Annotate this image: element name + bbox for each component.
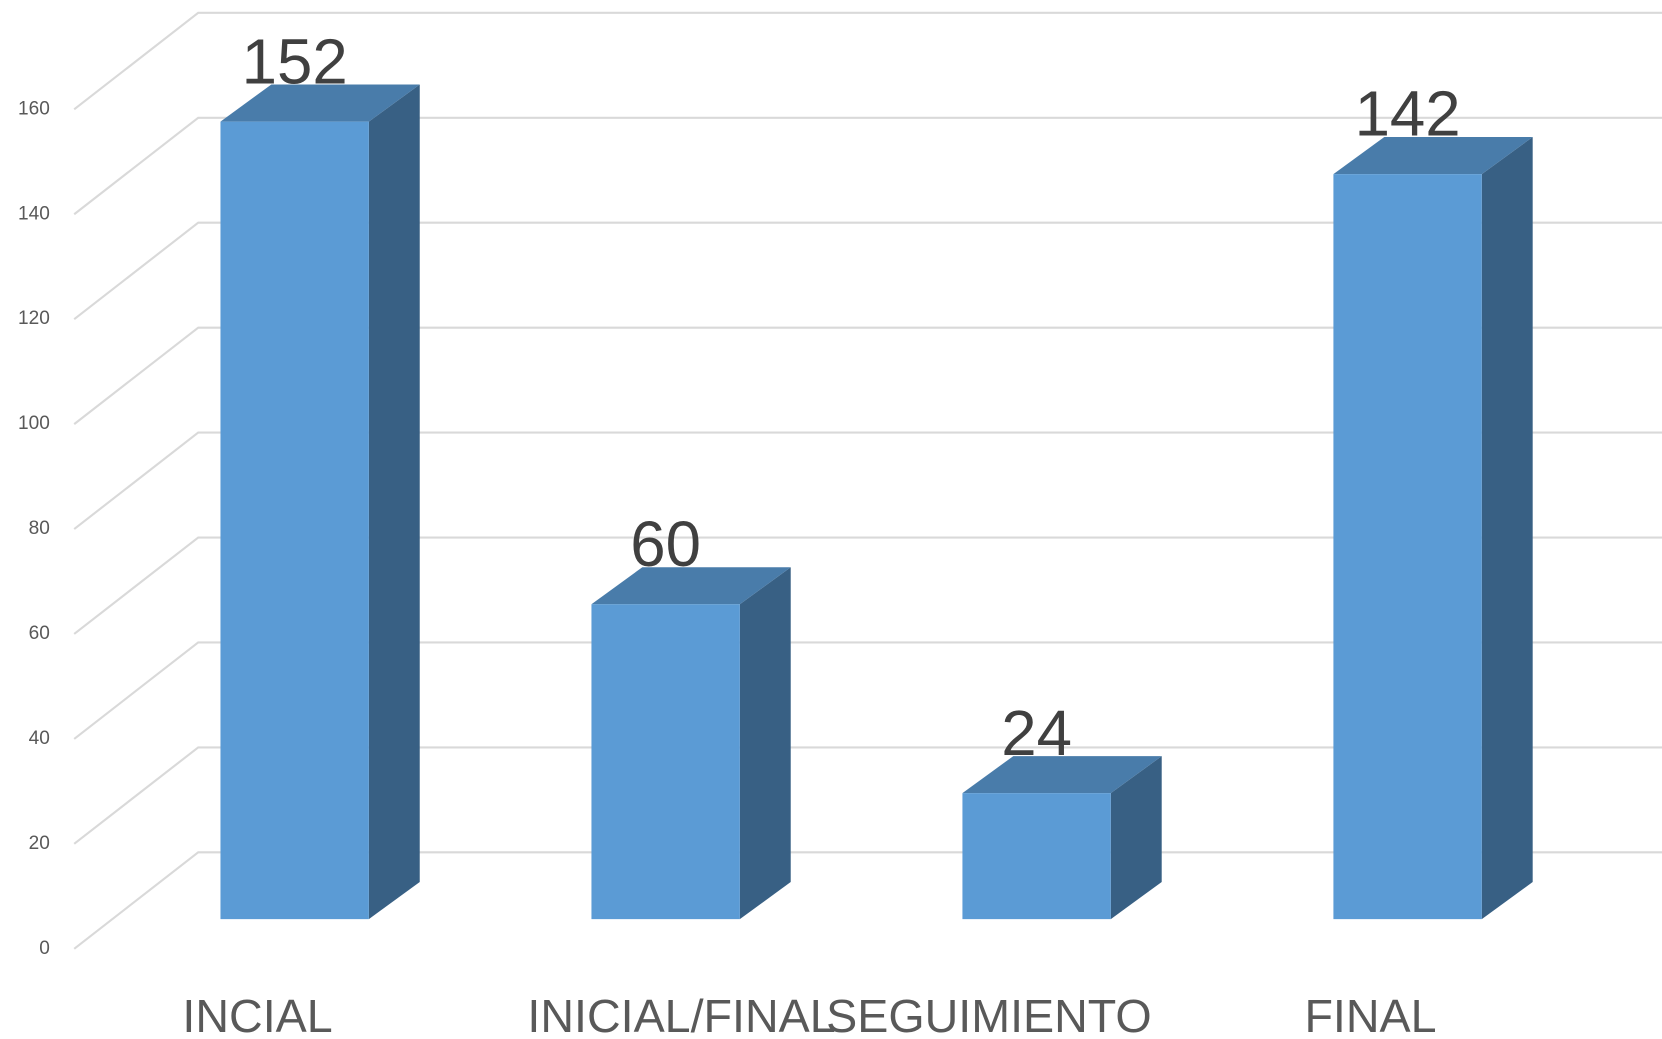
bar-side: [739, 567, 791, 920]
x-tick-label: SEGUIMIENTO: [826, 990, 1152, 1039]
bar-top: [1333, 136, 1533, 175]
bar-front: [962, 793, 1111, 920]
y-tick-label: 60: [29, 623, 50, 644]
bar: [962, 756, 1162, 920]
y-tick-label: 120: [18, 308, 50, 329]
x-tick-label: FINAL: [1304, 990, 1436, 1039]
y-tick-label: 0: [39, 938, 50, 959]
data-label: 142: [1355, 79, 1461, 150]
x-tick-label: INICIAL/FINAL: [527, 990, 835, 1039]
bar-front: [1333, 174, 1482, 920]
bar-side: [1481, 136, 1533, 920]
y-tick-label: 20: [29, 833, 50, 854]
y-tick-label: 40: [29, 728, 50, 749]
grid-line: [73, 221, 1662, 321]
y-tick-label: 100: [18, 413, 50, 434]
grid-line: [73, 11, 1662, 111]
grid-line: [73, 851, 1662, 950]
bar: [591, 567, 791, 920]
bar-side: [1110, 756, 1162, 920]
y-tick-label: 160: [18, 98, 50, 119]
bar-top: [591, 567, 791, 605]
x-tick-label: INCIAL: [182, 990, 332, 1039]
grid-line: [73, 116, 1662, 216]
grid-line: [73, 326, 1662, 425]
bar-side: [368, 84, 420, 920]
bar-top: [220, 84, 420, 122]
bar: [220, 84, 420, 920]
bar: [1333, 136, 1533, 920]
y-tick-label: 80: [29, 518, 50, 539]
grid-line: [73, 641, 1662, 740]
grid-line: [73, 431, 1662, 530]
data-label: 60: [630, 509, 701, 580]
bar-front: [591, 604, 740, 920]
y-tick-label: 140: [18, 203, 50, 224]
grid-line: [73, 746, 1662, 845]
data-label: 24: [1001, 698, 1072, 769]
bar-top: [962, 756, 1162, 794]
bar-front: [220, 121, 369, 920]
data-label: 152: [242, 26, 348, 97]
grid-line: [73, 536, 1662, 635]
